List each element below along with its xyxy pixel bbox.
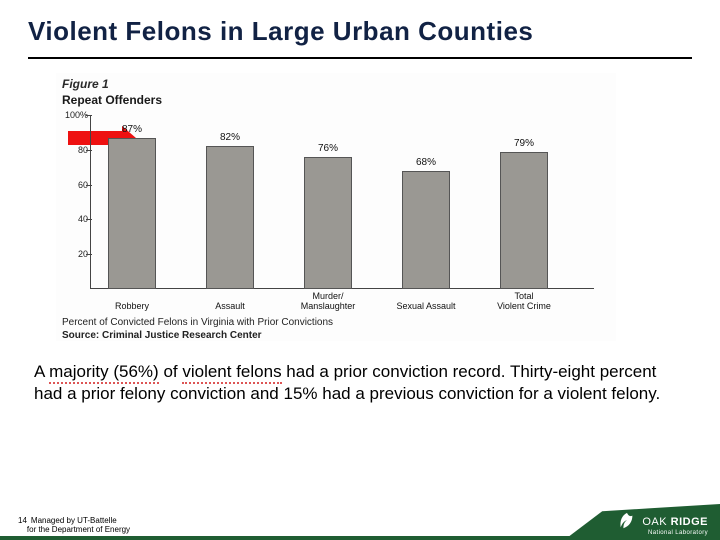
- x-category-label: Assault: [191, 302, 269, 311]
- bar: [402, 171, 450, 289]
- page-title: Violent Felons in Large Urban Counties: [28, 16, 692, 59]
- bar-chart: 100% 80 60 40 20 87% 82% 76% 68% 79% Robbery Assa…: [62, 111, 602, 311]
- figure-caption: Percent of Convicted Felons in Virginia …: [62, 317, 616, 328]
- body-text-prefix: A: [34, 362, 49, 381]
- figure-subtitle: Repeat Offenders: [62, 93, 616, 107]
- body-paragraph: A majority (56%) of violent felons had a…: [34, 361, 686, 405]
- body-text-mid: of: [159, 362, 183, 381]
- logo-text-lab: National Laboratory: [618, 530, 708, 536]
- bar-value-label: 82%: [210, 132, 250, 143]
- y-tick-label: 40: [62, 214, 88, 224]
- y-tick-label: 80: [62, 145, 88, 155]
- footer-line-1: Managed by UT-Battelle: [31, 516, 117, 525]
- x-category-label: Sexual Assault: [387, 302, 465, 311]
- highlight-majority: majority (56%): [49, 362, 159, 384]
- bar: [500, 152, 548, 289]
- bar-value-label: 79%: [504, 138, 544, 149]
- plot-area: 87% 82% 76% 68% 79%: [90, 115, 594, 289]
- oak-ridge-logo: OAK RIDGE National Laboratory: [618, 512, 708, 536]
- y-tick-label: 100%: [62, 110, 88, 120]
- figure-1: Figure 1 Repeat Offenders 100% 80 60 40 20 8…: [56, 73, 616, 341]
- slide-footer: 14 Managed by UT-Battelle for the Departm…: [18, 516, 130, 534]
- footer-line-2: for the Department of Energy: [27, 525, 130, 534]
- bar: [206, 146, 254, 289]
- leaf-icon: [618, 512, 636, 530]
- logo-text-oak: OAK: [642, 516, 667, 528]
- bar: [304, 157, 352, 289]
- y-tick-label: 20: [62, 249, 88, 259]
- bar: [108, 138, 156, 289]
- figure-source: Source: Criminal Justice Research Center: [62, 330, 616, 341]
- logo-text-ridge: RIDGE: [671, 516, 708, 528]
- x-category-label: Murder/Manslaughter: [289, 292, 367, 311]
- bar-value-label: 68%: [406, 157, 446, 168]
- x-category-label: Robbery: [93, 302, 171, 311]
- highlight-violent-felons: violent felons: [182, 362, 281, 384]
- bar-value-label: 76%: [308, 143, 348, 154]
- page-number: 14: [18, 516, 27, 525]
- y-tick-label: 60: [62, 180, 88, 190]
- figure-label: Figure 1: [62, 77, 616, 91]
- bar-value-label: 87%: [112, 124, 152, 135]
- x-category-label: TotalViolent Crime: [485, 292, 563, 311]
